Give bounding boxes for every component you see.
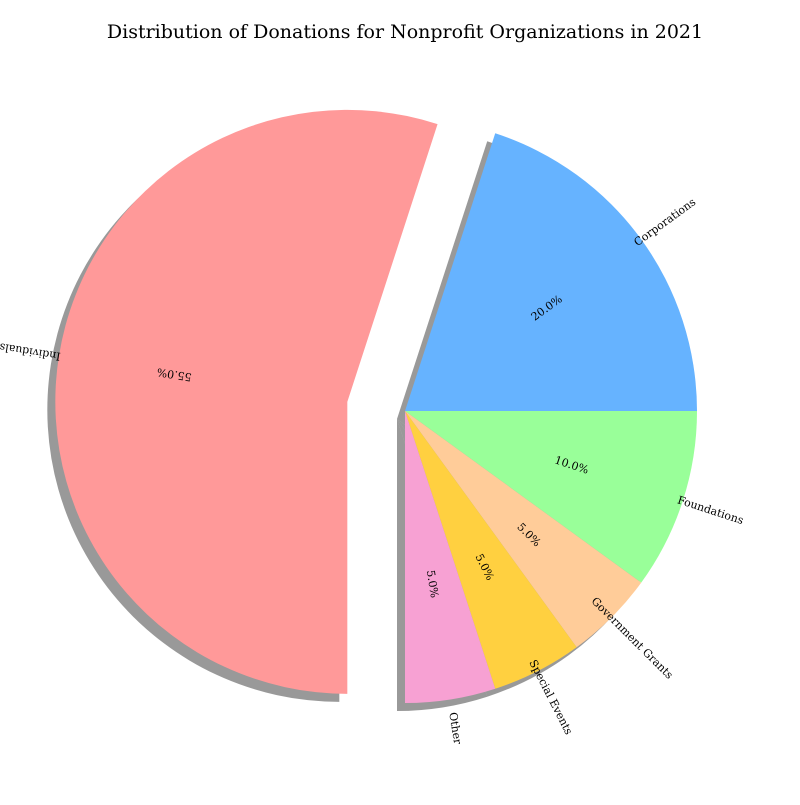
value-label-individuals: 55.0% xyxy=(156,365,193,383)
pie-slice-corporations xyxy=(405,133,697,411)
category-label-special-events: Special Events xyxy=(526,658,575,737)
pie-slice-special-events xyxy=(405,411,577,689)
category-label-other: Other xyxy=(446,711,464,746)
pie-slice-government-grants xyxy=(405,411,642,648)
pie-slice-other xyxy=(405,411,496,703)
pie-slice-foundations xyxy=(405,411,697,583)
pie-slice-individuals xyxy=(55,109,438,694)
category-label-corporations: Corporations xyxy=(631,195,698,249)
category-label-foundations: Foundations xyxy=(676,493,746,527)
category-label-government-grants: Government Grants xyxy=(589,595,676,682)
value-label-other: 5.0% xyxy=(424,569,441,599)
category-label-individuals: Individuals xyxy=(0,340,62,363)
chart-title: Distribution of Donations for Nonprofit … xyxy=(107,21,703,43)
pie-slices xyxy=(55,109,697,703)
